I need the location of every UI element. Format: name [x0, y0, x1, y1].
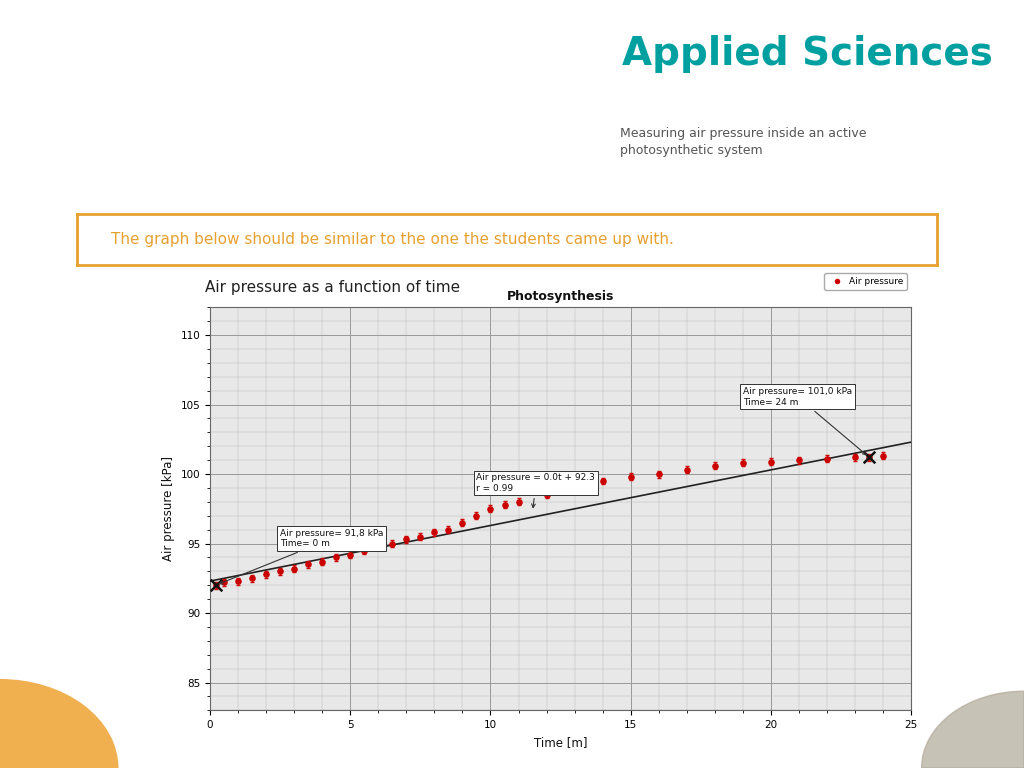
- Text: Measuring air pressure inside an active
photosynthetic system: Measuring air pressure inside an active …: [620, 127, 866, 157]
- Text: Air pressure = 0.0t + 92.3
r = 0.99: Air pressure = 0.0t + 92.3 r = 0.99: [476, 473, 595, 508]
- Point: [300, 558, 316, 571]
- Point: [539, 488, 555, 501]
- Point: [258, 568, 274, 581]
- Point: [440, 524, 457, 536]
- Point: [819, 452, 836, 465]
- Text: Air pressure as a function of time: Air pressure as a function of time: [205, 280, 460, 296]
- Point: [244, 572, 260, 584]
- Point: [650, 468, 667, 480]
- Point: [412, 531, 429, 543]
- Point: [384, 538, 400, 550]
- Point: [791, 454, 807, 466]
- Text: Applied Sciences: Applied Sciences: [623, 35, 993, 72]
- Text: Air pressure= 101,0 kPa
Time= 24 m: Air pressure= 101,0 kPa Time= 24 m: [743, 387, 866, 455]
- Point: [861, 452, 878, 464]
- Text: The graph below should be similar to the one the students came up with.: The graph below should be similar to the…: [112, 232, 674, 247]
- Point: [623, 471, 639, 483]
- Point: [735, 457, 752, 469]
- Point: [398, 533, 415, 545]
- X-axis label: Time [m]: Time [m]: [534, 736, 588, 749]
- Point: [707, 459, 723, 472]
- Point: [286, 562, 302, 574]
- Point: [216, 576, 232, 588]
- Point: [271, 565, 289, 578]
- Point: [229, 575, 246, 588]
- Point: [356, 545, 373, 557]
- Text: Results and analysis: Results and analysis: [629, 164, 854, 183]
- Point: [876, 450, 892, 462]
- Point: [595, 475, 611, 487]
- Point: [455, 517, 471, 529]
- Point: [342, 548, 358, 561]
- Point: [314, 555, 331, 568]
- Title: Photosynthesis: Photosynthesis: [507, 290, 614, 303]
- Point: [763, 455, 779, 468]
- Point: [328, 551, 344, 564]
- Point: [861, 452, 878, 464]
- Point: [370, 540, 386, 552]
- Point: [510, 495, 526, 508]
- Point: [468, 510, 484, 522]
- Legend: Air pressure: Air pressure: [824, 273, 907, 290]
- Point: [207, 579, 223, 591]
- Point: [847, 452, 863, 464]
- Text: Air pressure= 91,8 kPa
Time= 0 m: Air pressure= 91,8 kPa Time= 0 m: [219, 529, 383, 584]
- Point: [497, 498, 513, 511]
- Point: [679, 464, 695, 476]
- Point: [207, 579, 223, 591]
- Y-axis label: Air pressure [kPa]: Air pressure [kPa]: [162, 456, 175, 561]
- Point: [482, 503, 499, 515]
- Point: [566, 482, 583, 494]
- Text: What is photosynthesis?: What is photosynthesis?: [629, 83, 918, 103]
- Point: [426, 526, 442, 538]
